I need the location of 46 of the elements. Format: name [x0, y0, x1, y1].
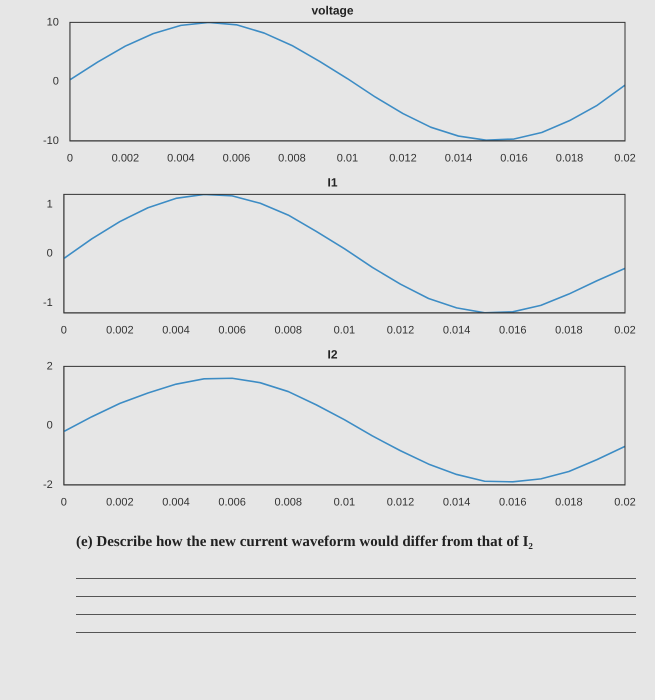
x-tick-label: 0.02 [614, 496, 636, 508]
x-tick-label: 0.012 [386, 496, 414, 508]
x-tick-label: 0.012 [386, 324, 414, 336]
x-tick-label: 0.016 [498, 496, 527, 508]
x-tick-label: 0.006 [222, 152, 250, 164]
x-tick-label: 0.004 [162, 496, 190, 508]
chart-title: voltage [311, 4, 354, 18]
x-tick-label: 0.006 [218, 324, 246, 336]
y-tick-label: -1 [43, 296, 53, 309]
y-tick-label: 0 [46, 248, 53, 260]
x-tick-label: 0.008 [274, 324, 302, 336]
x-tick-label: 0.006 [218, 496, 246, 508]
x-tick-label: 0.002 [106, 324, 134, 336]
x-tick-label: 0 [60, 324, 67, 336]
x-tick-label: 0.002 [112, 152, 140, 164]
x-tick-label: 0.014 [442, 324, 470, 336]
chart-title: I2 [327, 348, 338, 362]
x-tick-label: 0.008 [274, 496, 302, 508]
x-tick-label: 0.01 [334, 496, 356, 508]
x-tick-label: 0.01 [334, 324, 356, 336]
chart-title: I1 [327, 176, 338, 190]
x-tick-label: 0 [60, 496, 67, 508]
x-tick-label: 0 [66, 152, 73, 164]
x-tick-label: 0.018 [555, 496, 583, 508]
y-tick-label: 0 [46, 420, 53, 432]
x-tick-label: 0.01 [336, 152, 358, 164]
y-tick-label: -10 [42, 134, 59, 147]
x-tick-label: 0.018 [555, 324, 583, 336]
x-tick-label: 0.004 [162, 324, 190, 336]
text: (e) Describe how the new current waveform would differ from that of I₂ [76, 534, 534, 551]
x-tick-label: 0.02 [614, 152, 636, 164]
y-tick-label: -2 [43, 478, 53, 491]
x-tick-label: 0.002 [106, 496, 134, 508]
x-tick-label: 0.018 [556, 152, 584, 164]
x-tick-label: 0.008 [278, 152, 306, 164]
x-tick-label: 0.014 [442, 496, 470, 508]
y-tick-label: 10 [46, 16, 59, 28]
y-tick-label: 1 [46, 198, 53, 210]
x-tick-label: 0.014 [444, 152, 472, 164]
y-tick-label: 0 [52, 76, 59, 88]
x-tick-label: 0.012 [389, 152, 417, 164]
x-tick-label: 0.02 [614, 324, 636, 336]
y-tick-label: 2 [46, 360, 53, 372]
x-tick-label: 0.016 [500, 152, 528, 164]
x-tick-label: 0.004 [167, 152, 195, 164]
x-tick-label: 0.016 [498, 324, 527, 336]
